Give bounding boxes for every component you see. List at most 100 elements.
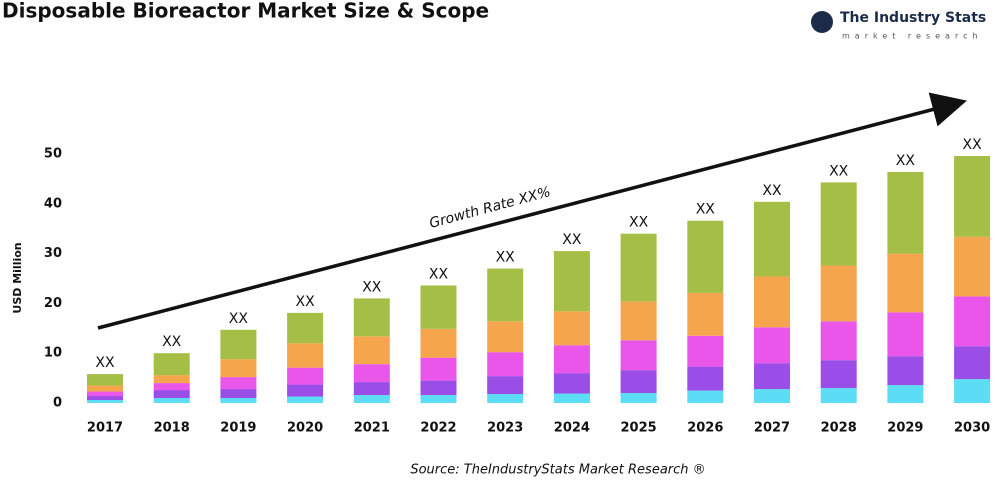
bar-segment [220,398,257,403]
bar-segment [487,321,524,353]
total-label: XX [896,153,916,169]
y-tick-label: 40 [44,196,62,211]
bar-segment [87,400,123,403]
y-tick-label: 10 [44,346,62,361]
bar-segment [87,374,123,386]
bar-segment [687,335,724,367]
bar-segment [820,265,857,322]
bar-segment [487,394,524,403]
growth-arrow [97,92,967,330]
bar-segment [954,346,991,380]
bar-segment [87,385,123,392]
x-tick-label: 2019 [220,421,256,436]
y-tick-label: 20 [44,296,62,311]
y-axis-label: USD Million [11,242,24,313]
bar-segment [754,201,790,277]
bar-segment [220,377,257,390]
brand: The Industry Stats [840,10,986,26]
bar-segment [820,360,857,389]
x-tick-label: 2026 [687,421,723,436]
bar-segment [153,383,190,391]
total-label: XX [562,232,582,248]
bar-segment [820,388,857,403]
bar-segment [820,321,857,361]
total-label: XX [162,334,182,350]
bar-segment [954,155,991,237]
bar-segment [487,268,524,322]
bar-segment [954,379,991,403]
x-tick-label: 2017 [87,421,123,436]
bar-segment [620,370,657,394]
bar-segment [353,395,390,403]
bar-segment [887,312,924,357]
bar-segment [820,182,857,266]
x-tick-label: 2021 [354,421,390,436]
bar-segment [687,366,724,391]
bar-segment [553,311,590,346]
bar-segment [353,336,390,365]
bar-segment [754,327,790,364]
total-label: XX [429,266,449,282]
bar-segment [620,340,657,371]
bar-segment [687,390,724,403]
y-tick-label: 50 [44,147,62,162]
total-label: XX [629,215,649,231]
bar-segment [754,276,790,328]
total-label: XX [829,163,849,179]
y-tick-label: 0 [53,396,62,411]
bar-segment [887,385,924,403]
x-tick-label: 2023 [487,421,523,436]
x-tick-label: 2018 [154,421,190,436]
total-label: XX [762,183,782,199]
x-tick-label: 2027 [754,421,790,436]
brand-tagline: market research [842,32,983,41]
bar-segment [287,367,324,385]
bar-segment [153,390,190,399]
bar-segment [220,359,257,378]
bar-segment [420,380,457,396]
chart-title: Disposable Bioreactor Market Size & Scop… [2,0,489,23]
x-tick-label: 2025 [621,421,657,436]
bar-segment [87,396,123,401]
bar-segment [287,312,324,344]
bar-segment [553,345,590,374]
bar-segment [687,292,724,336]
logo: The Industry Stats market research [811,10,986,41]
y-tick-label: 30 [44,246,62,261]
bar-segment [687,220,724,293]
total-label: XX [963,137,983,153]
bar-segment [353,364,390,383]
bar-segment [553,373,590,394]
total-label: XX [95,355,115,371]
bar-segment [153,353,190,376]
bar-segment [887,171,924,254]
bar-segment [487,376,524,395]
x-tick-label: 2022 [420,421,456,436]
bar-segment [754,389,790,403]
bar-segment [954,236,991,297]
bar-segment [287,343,324,368]
x-tick-label: 2020 [287,421,323,436]
bar-segment [553,251,590,312]
bar-segment [220,389,257,399]
total-label: XX [296,294,316,310]
bar-segment [87,391,123,397]
bar-segment [153,398,190,403]
bar-segment [887,253,924,313]
bar-segment [353,298,390,337]
bar-segment [553,393,590,403]
bar-segment [487,352,524,377]
bar-segment [420,357,457,381]
total-label: XX [229,311,249,327]
x-tick-label: 2028 [821,421,857,436]
total-label: XX [696,202,716,218]
x-tick-label: 2030 [954,421,990,436]
bar-segment [887,356,924,386]
total-label: XX [362,279,382,295]
source: Source: TheIndustryStats Market Research… [410,463,705,478]
bar-segment [287,384,324,397]
logo-icon [811,11,833,33]
bar-segment [754,363,790,390]
bar-segment [353,382,390,396]
